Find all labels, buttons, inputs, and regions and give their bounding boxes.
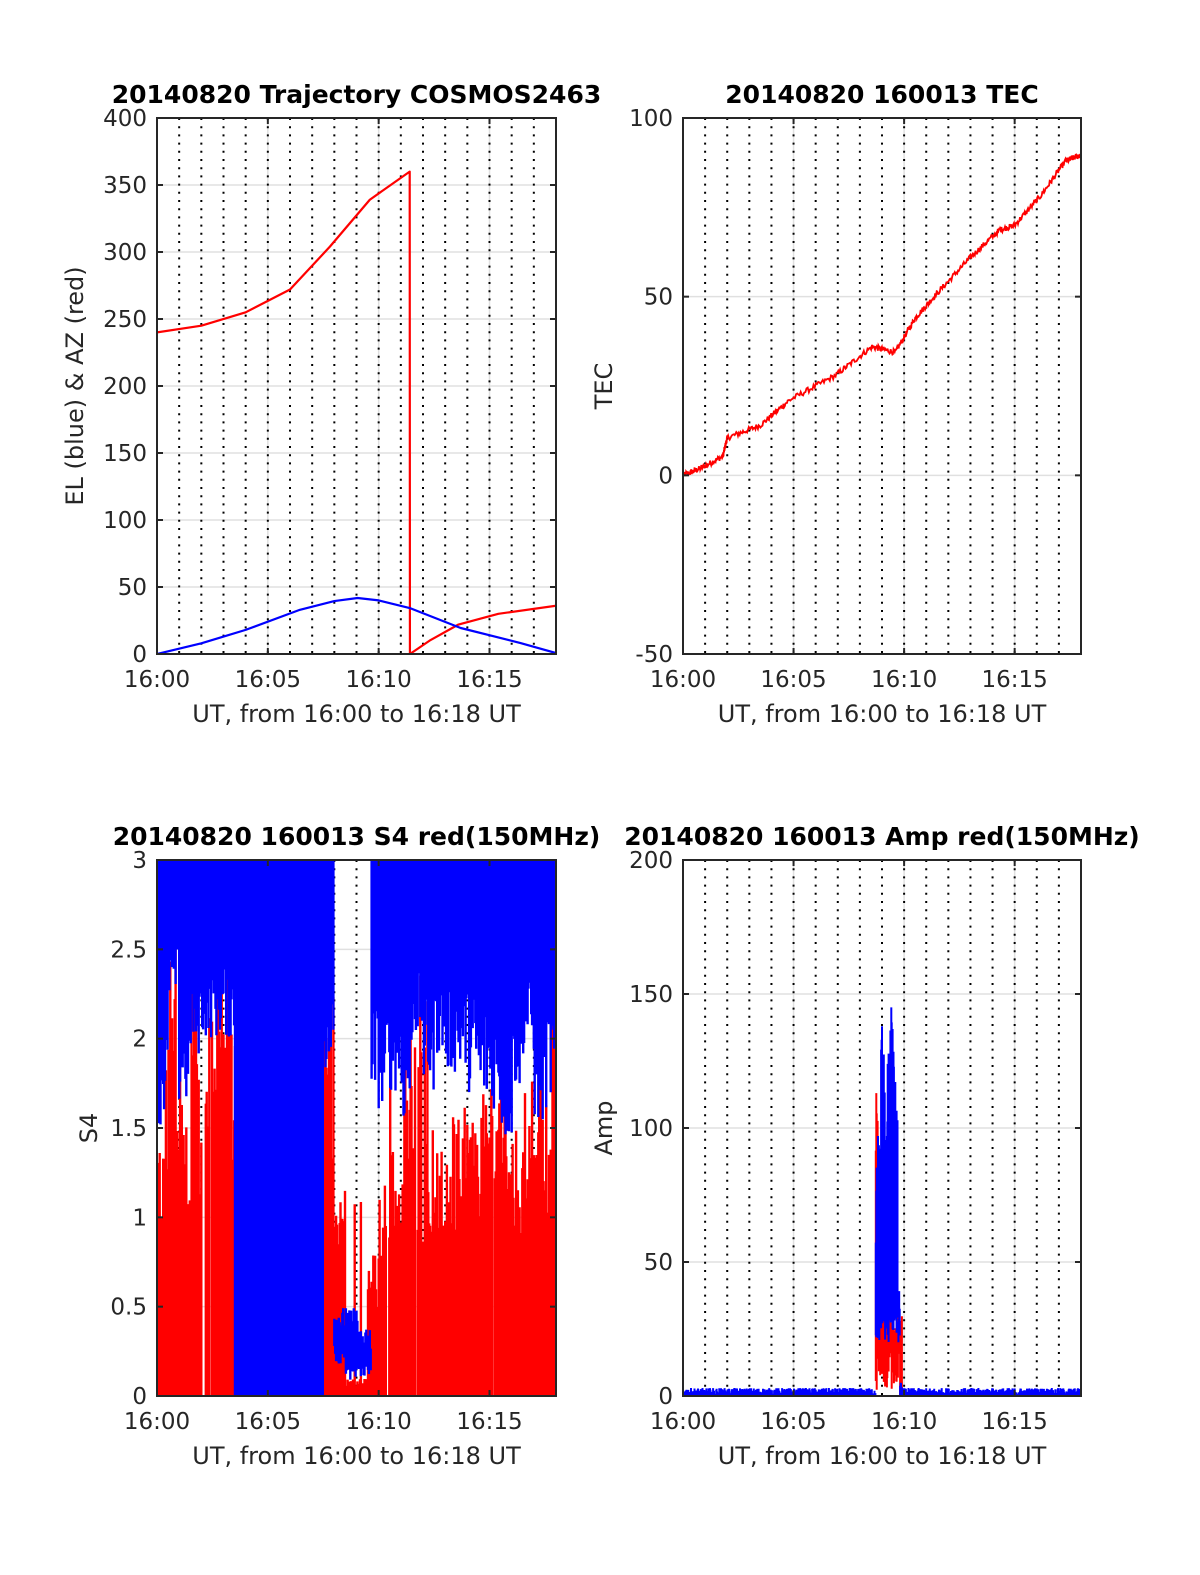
y-tick-label: 300 [103, 240, 147, 266]
y-tick-label: 100 [629, 1116, 673, 1142]
subplot-4: 0 50 100 150 200 16:00 16:05 16:10 16:15 20140820… [590, 822, 1140, 1470]
y-tick-label: 1.5 [110, 1116, 147, 1142]
series-line-el [157, 596, 556, 654]
y-tick-label: 50 [118, 575, 147, 601]
chart-title: 20140820 160013 TEC [725, 80, 1038, 109]
x-tick-label: 16:05 [235, 667, 301, 693]
x-tick-label: 16:00 [650, 667, 716, 693]
x-tick-label: 16:00 [650, 1409, 716, 1435]
x-axis-label: UT, from 16:00 to 16:18 UT [192, 700, 521, 728]
plot-area [157, 860, 556, 1396]
y-tick-label: 350 [103, 173, 147, 199]
subplot-2: -50 0 50 100 16:00 16:05 16:10 16:15 20140820 16… [590, 80, 1082, 728]
x-tick-label: 16:10 [871, 667, 937, 693]
x-tick-label: 16:10 [346, 1409, 412, 1435]
y-tick-label: 0 [658, 463, 673, 489]
y-tick-label: 50 [644, 285, 673, 311]
y-tick-label: 2 [132, 1027, 147, 1053]
y-tick-label: 200 [629, 848, 673, 874]
y-tick-label: 1 [132, 1205, 147, 1231]
plot-area [157, 170, 556, 654]
y-tick-label: 200 [103, 374, 147, 400]
axes-box [682, 117, 1082, 655]
plot-area [683, 153, 1081, 477]
x-tick-label: 16:15 [982, 667, 1048, 693]
x-tick-label: 16:15 [982, 1409, 1048, 1435]
y-tick-label: 150 [103, 441, 147, 467]
y-tick-label: 100 [103, 508, 147, 534]
subplot-1: 0 50 100 150 200 250 300 350 400 16:00 16:05 16:10 1… [61, 80, 601, 728]
y-tick-label: -50 [635, 642, 673, 668]
x-tick-label: 16:05 [235, 1409, 301, 1435]
subplot-3: 0 0.5 1 1.5 2 2.5 3 16:00 16:05 16:10 16:15 2014082… [75, 822, 600, 1470]
y-tick-label: 0 [658, 1384, 673, 1410]
y-tick-label: 0.5 [110, 1295, 147, 1321]
y-tick-label: 2.5 [110, 937, 147, 963]
y-axis-label: TEC [590, 363, 618, 411]
y-tick-label: 150 [629, 982, 673, 1008]
series-s4-blue [157, 860, 556, 1396]
x-tick-label: 16:00 [124, 1409, 190, 1435]
x-tick-label: 16:05 [760, 1409, 826, 1435]
series-line-tec [683, 153, 1081, 477]
x-axis-label: UT, from 16:00 to 16:18 UT [718, 1442, 1047, 1470]
x-tick-label: 16:15 [456, 1409, 522, 1435]
chart-title: 20140820 160013 Amp red(150MHz) [624, 822, 1140, 851]
y-tick-label: 250 [103, 307, 147, 333]
x-axis-label: UT, from 16:00 to 16:18 UT [192, 1442, 521, 1470]
chart-title: 20140820 160013 S4 red(150MHz) [113, 822, 601, 851]
y-tick-label: 3 [132, 848, 147, 874]
y-axis-label: S4 [75, 1113, 103, 1144]
chart-title: 20140820 Trajectory COSMOS2463 [112, 80, 602, 109]
y-tick-label: 0 [132, 1384, 147, 1410]
x-tick-label: 16:00 [124, 667, 190, 693]
y-axis-label: EL (blue) & AZ (red) [61, 266, 89, 505]
y-tick-label: 0 [132, 642, 147, 668]
x-tick-label: 16:15 [456, 667, 522, 693]
plot-area [683, 1007, 1081, 1396]
y-tick-label: 50 [644, 1250, 673, 1276]
x-tick-label: 16:05 [760, 667, 826, 693]
x-axis-label: UT, from 16:00 to 16:18 UT [718, 700, 1047, 728]
x-tick-label: 16:10 [346, 667, 412, 693]
y-axis-label: Amp [590, 1100, 618, 1155]
series-line-az [157, 170, 556, 654]
y-tick-label: 100 [629, 106, 673, 132]
x-tick-label: 16:10 [871, 1409, 937, 1435]
y-tick-label: 400 [103, 106, 147, 132]
